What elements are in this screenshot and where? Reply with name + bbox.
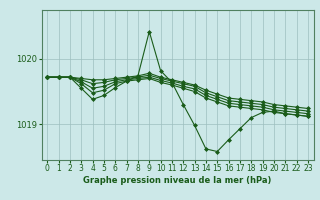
X-axis label: Graphe pression niveau de la mer (hPa): Graphe pression niveau de la mer (hPa) — [84, 176, 272, 185]
